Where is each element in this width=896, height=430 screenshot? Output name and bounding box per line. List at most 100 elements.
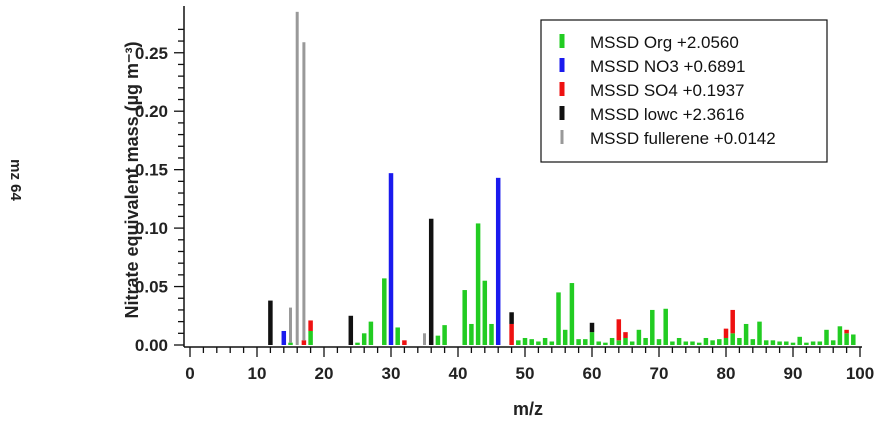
bar-mssd-org-mz-56 [562,329,568,345]
bar-mssd-org-mz-63 [609,337,615,345]
legend-entry-mssd-no3: MSSD NO3 +0.6891 [590,57,745,76]
bar-mssd-org-mz-44 [482,280,488,345]
bar-mssd-org-mz-31 [395,327,400,345]
bar-mssd-org-mz-93 [810,341,816,345]
bar-mssd-org-mz-74 [683,341,689,345]
bar-mssd-org-mz-27 [368,321,374,345]
y-tick-label: 0.10 [135,219,168,238]
x-tick-label: 70 [650,364,669,383]
y-tick-label: 0.15 [135,161,168,180]
bar-mssd-org-mz-67 [636,329,642,345]
x-axis-label: m/z [513,399,543,419]
side-label-mz64: mz 64 [7,159,24,201]
bar-mssd-fullerene-mz-16 [295,11,299,346]
bar-mssd-org-mz-62 [603,342,608,345]
bar-mssd-org-mz-65 [623,337,628,345]
bar-mssd-so4-mz-64 [616,319,622,341]
bar-mssd-org-mz-89 [784,341,789,345]
bar-mssd-org-mz-94 [817,341,823,345]
bars-layer [268,11,856,346]
bar-mssd-org-mz-75 [690,341,695,345]
bar-mssd-org-mz-70 [656,339,662,345]
bar-mssd-org-mz-69 [650,309,655,345]
bar-mssd-org-mz-68 [643,337,648,345]
x-tick-label: 10 [248,364,267,383]
bar-mssd-org-mz-90 [790,342,796,345]
bar-mssd-org-mz-91 [797,336,802,345]
y-tick-label: 0.25 [135,44,168,63]
legend-entry-mssd-lowc: MSSD lowc +2.3616 [590,105,745,124]
bar-mssd-org-mz-64 [616,340,622,345]
bar-mssd-org-mz-57 [569,283,575,345]
bar-mssd-fullerene-mz-15 [289,307,292,343]
bar-mssd-org-mz-96 [830,340,836,345]
bar-mssd-org-mz-41 [462,290,467,345]
bar-mssd-org-mz-45 [489,323,494,345]
bar-mssd-org-mz-42 [469,323,474,345]
legend-swatch-mssd-org [559,34,565,48]
legend-entry-mssd-so4: MSSD SO4 +0.1937 [590,81,745,100]
bar-mssd-org-mz-38 [442,325,447,345]
x-tick-label: 80 [717,364,736,383]
legend-box [540,19,828,163]
bar-mssd-org-mz-26 [361,333,367,345]
bar-mssd-org-mz-49 [516,340,521,345]
bar-mssd-org-mz-95 [824,329,829,345]
bar-mssd-so4-mz-17 [301,340,307,345]
bar-mssd-no3-mz-14 [281,330,287,345]
bar-mssd-org-mz-60 [589,332,595,345]
bar-mssd-so4-mz-81 [730,309,735,334]
bar-mssd-org-mz-88 [777,341,782,345]
bar-mssd-org-mz-71 [663,308,668,345]
legend-swatch-mssd-so4 [559,82,565,96]
x-tick-label: 30 [382,364,401,383]
bar-mssd-org-mz-43 [475,223,481,345]
bar-mssd-org-mz-73 [676,337,682,345]
bar-mssd-fullerene-mz-17 [302,42,306,341]
bar-mssd-org-mz-59 [583,339,588,345]
bar-mssd-no3-mz-30 [388,173,394,345]
bar-mssd-org-mz-25 [355,342,360,345]
bar-mssd-lowc-mz-12 [268,300,273,345]
bar-mssd-org-mz-82 [737,337,742,345]
bar-mssd-org-mz-55 [556,292,561,345]
bar-mssd-org-mz-85 [757,321,762,345]
bar-mssd-org-mz-83 [743,323,749,345]
y-tick-layer: 0.00 0.05 0.10 0.15 0.20 0.25 [135,28,184,355]
y-tick-label: 0.00 [135,336,168,355]
bar-mssd-org-mz-80 [723,337,729,345]
bar-mssd-org-mz-18 [308,330,313,345]
x-tick-label: 20 [315,364,334,383]
bar-mssd-org-mz-51 [529,339,534,345]
bar-mssd-so4-mz-32 [402,340,407,345]
y-axis-label: Nitrate equivalent mass (µg m⁻³) [122,42,142,319]
bar-mssd-org-mz-92 [804,342,809,345]
bar-mssd-org-mz-86 [763,340,769,345]
bar-mssd-org-mz-78 [710,340,715,345]
bar-mssd-org-mz-54 [549,341,555,345]
bar-mssd-so4-mz-98 [844,329,849,334]
bar-mssd-org-mz-84 [750,339,756,345]
legend-swatch-mssd-no3 [559,58,565,72]
bar-mssd-org-mz-77 [703,337,709,345]
bar-mssd-org-mz-72 [670,341,675,345]
bar-mssd-org-mz-97 [837,326,843,345]
bar-mssd-org-mz-61 [596,341,601,345]
x-tick-label: 0 [185,364,194,383]
bar-mssd-lowc-mz-48 [509,312,514,324]
bar-mssd-so4-mz-48 [509,323,514,345]
bar-mssd-org-mz-99 [851,334,856,345]
x-tick-label: 100 [846,364,874,383]
bar-mssd-so4-mz-65 [623,332,628,338]
bar-mssd-org-mz-58 [576,339,581,345]
bar-mssd-org-mz-53 [542,337,548,345]
bar-mssd-org-mz-52 [536,341,541,345]
bar-mssd-no3-mz-46 [495,177,501,345]
bar-mssd-org-mz-15 [288,342,293,345]
legend-swatch-mssd-fullerene [560,130,564,144]
legend: MSSD Org +2.0560 MSSD NO3 +0.6891 MSSD SO4… [540,19,828,163]
y-tick-label: 0.05 [135,278,168,297]
bar-mssd-org-mz-81 [730,333,735,345]
x-tick-label: 90 [784,364,803,383]
